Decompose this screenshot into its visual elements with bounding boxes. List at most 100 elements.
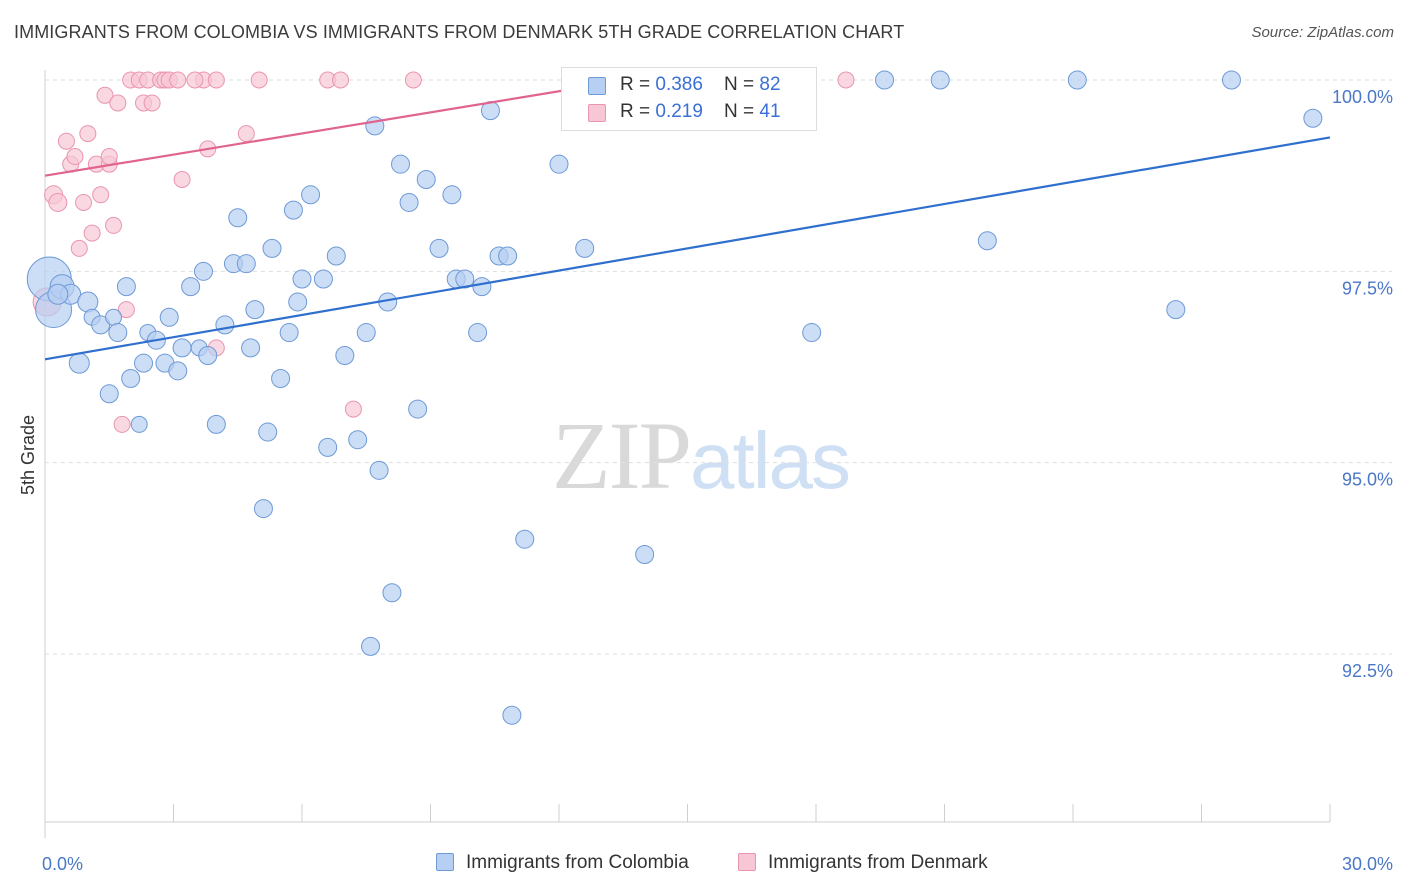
- colombia-point: [159, 307, 179, 327]
- colombia-point: [575, 238, 595, 258]
- denmark-point: [92, 186, 110, 204]
- colombia-point: [1166, 300, 1186, 320]
- colombia-point: [241, 338, 261, 358]
- colombia-point: [262, 238, 282, 258]
- colombia-point: [429, 238, 449, 258]
- colombia-swatch: [436, 853, 454, 871]
- colombia-point: [472, 277, 492, 297]
- colombia-points: [26, 70, 1323, 725]
- colombia-swatch: [588, 77, 606, 95]
- colombia-point: [515, 529, 535, 549]
- denmark-point: [173, 170, 191, 188]
- legend-label-denmark: Immigrants from Denmark: [768, 852, 988, 873]
- denmark-point: [404, 71, 422, 89]
- colombia-point: [258, 422, 278, 442]
- colombia-point: [181, 277, 201, 297]
- colombia-point: [635, 545, 655, 565]
- y-tick-label: 100.0%: [1332, 87, 1393, 107]
- colombia-point: [549, 154, 569, 174]
- colombia-point: [279, 323, 299, 343]
- r-value: 0.219: [655, 101, 703, 122]
- colombia-point: [77, 291, 99, 313]
- colombia-point: [47, 283, 69, 305]
- colombia-point: [318, 437, 338, 457]
- colombia-point: [875, 70, 895, 90]
- denmark-point: [344, 400, 362, 418]
- axis-labels: 100.0% 97.5% 95.0% 92.5% 0.0% 30.0% 5th Grade: [18, 87, 1393, 874]
- n-label: N =: [724, 101, 760, 122]
- colombia-point: [326, 246, 346, 266]
- colombia-point: [369, 460, 389, 480]
- legend-item-colombia[interactable]: Immigrants from Colombia: [436, 852, 689, 878]
- colombia-point: [301, 185, 321, 205]
- colombia-point: [313, 269, 333, 289]
- n-value: 41: [759, 101, 781, 122]
- x-tick-label: 30.0%: [1342, 854, 1393, 874]
- colombia-point: [288, 292, 308, 312]
- colombia-point: [168, 361, 188, 381]
- legend-text-denmark: R = 0.219 N = 41: [620, 101, 781, 123]
- colombia-point: [99, 384, 119, 404]
- trend-lines: [44, 78, 1331, 361]
- colombia-point: [361, 636, 381, 656]
- denmark-point: [113, 415, 131, 433]
- denmark-point: [837, 71, 855, 89]
- colombia-point: [408, 399, 428, 419]
- colombia-point: [253, 499, 273, 519]
- colombia-point: [335, 346, 355, 366]
- r-label: R =: [620, 101, 656, 122]
- colombia-point: [91, 315, 111, 335]
- denmark-point: [96, 86, 114, 104]
- colombia-point: [348, 430, 368, 450]
- denmark-point: [237, 125, 255, 143]
- colombia-point: [292, 269, 312, 289]
- watermark-zip: ZIP: [552, 402, 692, 509]
- colombia-point: [198, 346, 218, 366]
- watermark-atlas: atlas: [690, 416, 851, 505]
- colombia-point: [245, 300, 265, 320]
- denmark-point: [105, 216, 123, 234]
- legend-text-colombia: R = 0.386 N = 82: [620, 74, 781, 96]
- denmark-point: [332, 71, 350, 89]
- legend-item-denmark[interactable]: Immigrants from Denmark: [738, 852, 988, 878]
- colombia-point: [442, 185, 462, 205]
- colombia-point: [105, 308, 123, 326]
- source-label: Source: ZipAtlas.com: [1251, 24, 1394, 41]
- y-tick-label: 95.0%: [1342, 470, 1393, 490]
- axes: [44, 70, 1331, 838]
- colombia-trend-line: [44, 136, 1331, 361]
- n-label: N =: [724, 74, 760, 95]
- denmark-swatch: [588, 104, 606, 122]
- colombia-point: [382, 583, 402, 603]
- denmark-points: [32, 71, 855, 433]
- colombia-point: [498, 246, 518, 266]
- colombia-point: [977, 231, 997, 251]
- denmark-point: [207, 71, 225, 89]
- colombia-point: [116, 277, 136, 297]
- colombia-point: [502, 705, 522, 725]
- colombia-point: [236, 254, 256, 274]
- colombia-point: [130, 415, 148, 433]
- denmark-point: [70, 239, 88, 257]
- colombia-point: [802, 323, 822, 343]
- denmark-point: [66, 148, 84, 166]
- colombia-point: [215, 315, 235, 335]
- colombia-point: [1221, 70, 1241, 90]
- r-label: R =: [620, 74, 656, 95]
- y-tick-label: 97.5%: [1342, 278, 1393, 298]
- colombia-point: [172, 338, 192, 358]
- denmark-point: [117, 301, 135, 319]
- colombia-point: [391, 154, 411, 174]
- colombia-point: [271, 368, 291, 388]
- denmark-point: [79, 125, 97, 143]
- colombia-point: [283, 200, 303, 220]
- denmark-point: [83, 224, 101, 242]
- watermark: ZIPatlas: [552, 400, 851, 511]
- legend-label-colombia: Immigrants from Colombia: [466, 852, 689, 873]
- colombia-point: [108, 323, 128, 343]
- denmark-point: [100, 148, 118, 166]
- denmark-point: [57, 132, 75, 150]
- colombia-point: [468, 323, 488, 343]
- grid: [45, 79, 1392, 655]
- denmark-point: [250, 71, 268, 89]
